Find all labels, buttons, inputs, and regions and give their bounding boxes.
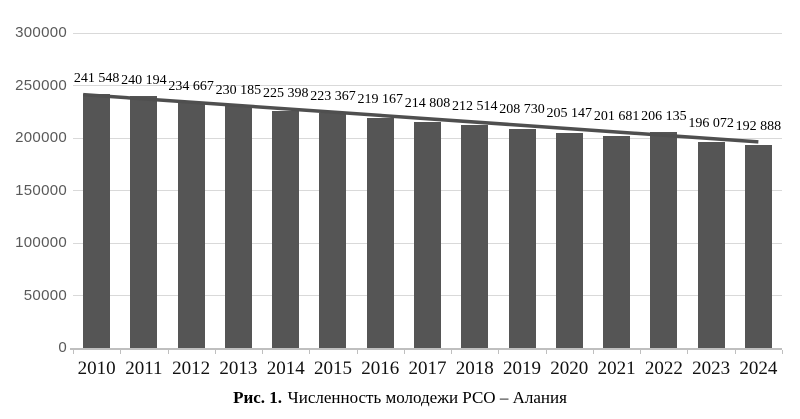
y-axis-label: 150000 [15, 181, 67, 199]
bar [366, 117, 394, 348]
bar [461, 124, 489, 348]
bar [603, 136, 631, 348]
x-axis-label: 2021 [597, 358, 636, 379]
gridline [73, 85, 782, 86]
x-axis-label: 2014 [266, 358, 305, 379]
axis-tick-mark [687, 350, 689, 354]
x-axis-label: 2024 [739, 358, 778, 379]
axis-tick-mark [734, 350, 736, 354]
x-axis-label: 2017 [408, 358, 447, 379]
bar [555, 132, 583, 348]
y-axis-label: 300000 [15, 24, 67, 41]
bar [177, 101, 205, 348]
axis-tick-mark [356, 350, 358, 354]
bar-value-label: 241 548 [73, 71, 120, 87]
bar [83, 94, 111, 348]
bar [650, 131, 678, 348]
axis-tick-mark [120, 350, 122, 354]
x-axis-line [70, 348, 782, 350]
axis-tick-mark [167, 350, 169, 354]
bar [319, 113, 347, 348]
bar-value-label: 192 888 [735, 118, 782, 134]
figure-caption: Рис. 1. Численность молодежи РСО – Алания [0, 388, 800, 408]
y-axis-label: 250000 [15, 76, 67, 94]
axis-tick-mark [262, 350, 264, 354]
plot-area: 0 50000 100000 150000 200000 250000 300000 241 … [15, 24, 783, 379]
x-axis-label: 2018 [455, 358, 494, 379]
x-axis-label: 2019 [503, 358, 542, 379]
y-axis-label: 0 [58, 339, 67, 356]
bar-value-label: 240 194 [121, 72, 167, 88]
bar [414, 122, 441, 348]
axis-tick-mark [545, 350, 547, 354]
x-axis-label: 2020 [550, 358, 589, 379]
axis-tick-mark [403, 350, 405, 354]
bar [130, 95, 158, 348]
axis-tick-mark [214, 350, 216, 354]
bar [272, 111, 300, 348]
x-axis-label: 2015 [313, 358, 352, 379]
axis-tick-mark [640, 350, 642, 354]
y-axis-label: 200000 [15, 129, 67, 146]
x-axis-label: 2011 [125, 358, 163, 379]
axis-tick-mark [73, 350, 74, 354]
caption-number: Рис. 1. [233, 388, 283, 407]
bar-value-label: 234 667 [168, 78, 214, 94]
axis-tick-mark [451, 350, 453, 354]
bar [697, 142, 725, 348]
axis-tick-mark [309, 350, 311, 354]
x-axis-label: 2013 [219, 358, 258, 379]
caption-title: Численность молодежи РСО – Алания [287, 388, 567, 407]
y-axis-label: 50000 [23, 286, 67, 304]
trendline [83, 92, 759, 144]
axis-tick-mark [498, 350, 500, 354]
bar [508, 128, 536, 348]
bar [224, 106, 252, 348]
bar [744, 145, 772, 348]
axis-tick-mark [782, 350, 783, 354]
x-axis-label: 2022 [644, 358, 683, 379]
axis-tick-mark [592, 350, 594, 354]
gridline [73, 32, 782, 34]
x-axis-label: 2012 [172, 358, 211, 379]
x-axis-label: 2016 [361, 358, 400, 379]
y-axis-label: 100000 [15, 234, 67, 251]
x-axis-label: 2023 [692, 358, 731, 379]
x-axis-label: 2010 [77, 358, 116, 379]
